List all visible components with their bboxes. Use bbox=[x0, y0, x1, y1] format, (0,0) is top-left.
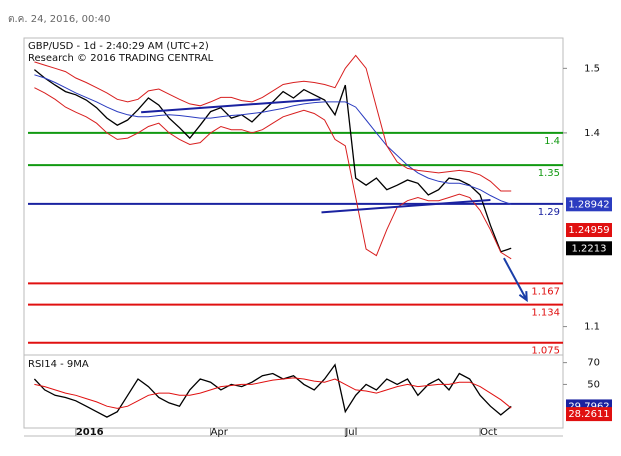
level-label: 1.4 bbox=[544, 136, 560, 147]
ma-marker-box bbox=[566, 197, 612, 212]
series-line bbox=[34, 74, 512, 205]
y-tick-label: 1.5 bbox=[584, 63, 600, 74]
rsi-panel bbox=[23, 354, 564, 429]
level-label: 1.29 bbox=[538, 207, 560, 218]
series-line bbox=[34, 377, 512, 409]
chart-subtitle: Research © 2016 TRADING CENTRAL bbox=[28, 53, 214, 64]
series-line bbox=[34, 87, 512, 260]
level-label: 1.35 bbox=[538, 168, 560, 179]
x-tick-label: 2016 bbox=[76, 427, 104, 438]
x-tick-label: Jul bbox=[344, 427, 357, 438]
y-tick-label: 1.4 bbox=[584, 128, 600, 139]
x-tick-label: Apr bbox=[211, 427, 229, 438]
series-line bbox=[34, 54, 512, 192]
price-marker-box bbox=[566, 241, 612, 256]
forecast-arrow bbox=[503, 257, 528, 303]
band-marker-box bbox=[566, 223, 612, 238]
x-tick-label: Oct bbox=[480, 427, 497, 438]
y-tick-label: 1.1 bbox=[584, 322, 600, 333]
rsi-ma-marker: 28.2611 bbox=[568, 409, 609, 420]
level-label: 1.075 bbox=[531, 346, 560, 357]
price-marker: 1.2213 bbox=[572, 243, 607, 254]
level-label: 1.134 bbox=[531, 308, 560, 319]
rsi-title: RSI14 - 9MA bbox=[28, 359, 89, 370]
chart-title: GBP/USD - 1d - 2:40:29 AM (UTC+2) bbox=[28, 41, 209, 52]
trendline bbox=[321, 199, 491, 214]
ma-marker: 1.28942 bbox=[568, 199, 609, 210]
band-marker: 1.24959 bbox=[568, 225, 609, 236]
timestamp: ต.ค. 24, 2016, 00:40 bbox=[8, 14, 110, 25]
y-tick-label: 70 bbox=[587, 358, 600, 369]
y-tick-label: 50 bbox=[587, 379, 600, 390]
series-line bbox=[33, 363, 512, 418]
rsi-marker: 29.7962 bbox=[568, 401, 609, 412]
level-label: 1.167 bbox=[531, 286, 560, 297]
trendline bbox=[141, 98, 321, 114]
rsi-ma-marker-box bbox=[566, 407, 612, 422]
